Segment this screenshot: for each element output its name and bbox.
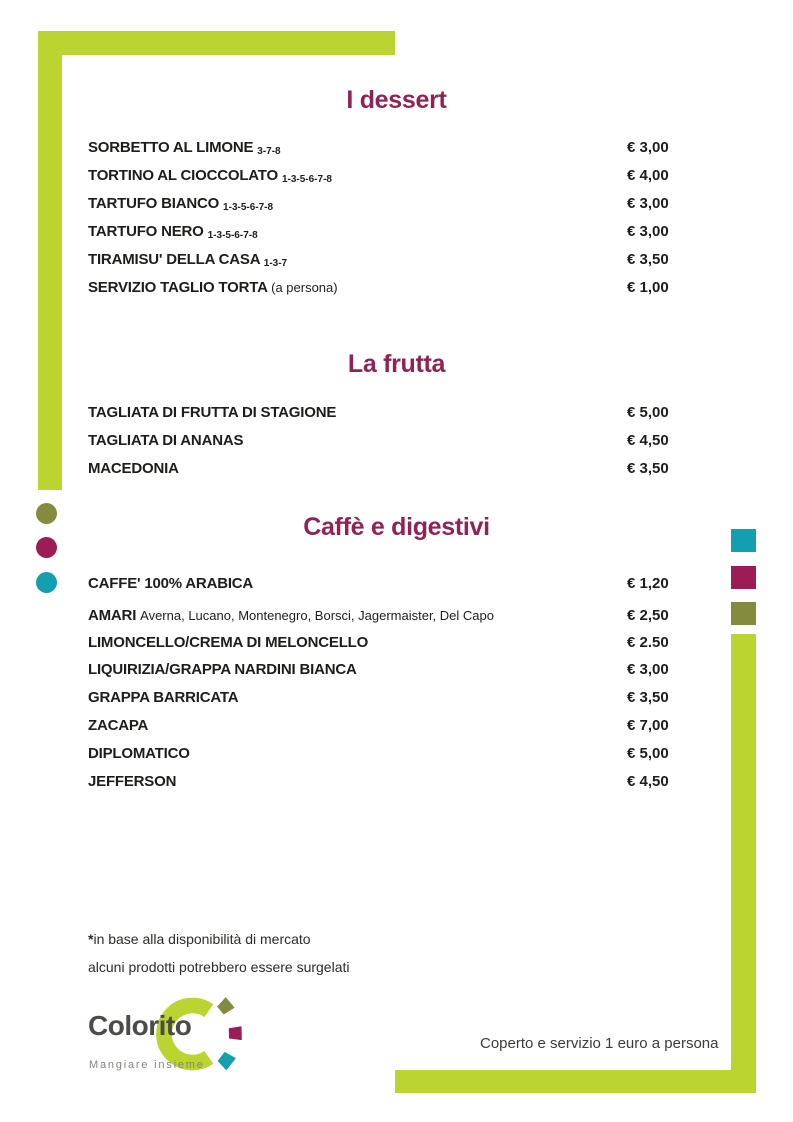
- menu-item: LIMONCELLO/CREMA DI MELONCELLO € 2.50: [88, 634, 708, 654]
- menu-item: TARTUFO NERO 1-3-5-6-7-8 € 3,00: [88, 223, 708, 243]
- logo-brand-name: Colorito: [88, 1010, 192, 1041]
- item-name: TAGLIATA DI ANANAS: [88, 432, 244, 449]
- item-name: SERVIZIO TAGLIO TORTA: [88, 279, 268, 296]
- bottom-accent-bar: [395, 1070, 756, 1093]
- item-allergens: 1-3-7: [263, 258, 288, 269]
- section-title-caffe: Caffè e digestivi: [303, 513, 490, 541]
- item-name: JEFFERSON: [88, 773, 177, 790]
- menu-item: TARTUFO BIANCO 1-3-5-6-7-8 € 3,00: [88, 195, 708, 215]
- item-name: ZACAPA: [88, 717, 149, 734]
- olive-dot: [36, 503, 57, 524]
- menu-item: MACEDONIA € 3,50: [88, 460, 708, 480]
- item-name: SORBETTO AL LIMONE: [88, 139, 254, 156]
- item-name: CAFFE' 100% ARABICA: [88, 575, 254, 592]
- menu-item: CAFFE' 100% ARABICA € 1,20: [88, 575, 708, 595]
- section-title-frutta: La frutta: [347, 350, 446, 378]
- menu-item: TORTINO AL CIOCCOLATO 1-3-5-6-7-8 € 4,00: [88, 167, 708, 187]
- logo-tagline: Mangiare insieme: [89, 1059, 205, 1071]
- colorito-logo-icon: [156, 997, 242, 1071]
- item-name: LIQUIRIZIA/GRAPPA NARDINI BIANCA: [88, 661, 357, 678]
- item-name: TARTUFO BIANCO: [88, 195, 220, 212]
- item-price: € 2.50: [627, 634, 669, 651]
- item-price: € 3,50: [627, 251, 669, 268]
- item-price: € 3,50: [627, 689, 669, 706]
- footnote-line-1: *in base alla disponibilità di mercato: [88, 931, 311, 947]
- item-name: TIRAMISU' DELLA CASA: [88, 251, 260, 268]
- menu-item: SERVIZIO TAGLIO TORTA (a persona) € 1,00: [88, 279, 708, 299]
- menu-item: JEFFERSON € 4,50: [88, 773, 708, 793]
- item-name: GRAPPA BARRICATA: [88, 689, 239, 706]
- footnote-text: in base alla disponibilità di mercato: [93, 931, 311, 947]
- item-price: € 3,50: [627, 460, 669, 477]
- menu-item: TAGLIATA DI ANANAS € 4,50: [88, 432, 708, 452]
- menu-item: SORBETTO AL LIMONE 3-7-8 € 3,00: [88, 139, 708, 159]
- item-name: TAGLIATA DI FRUTTA DI STAGIONE: [88, 404, 337, 421]
- section-title-dessert: I dessert: [346, 86, 447, 114]
- top-accent-bar: [38, 31, 395, 55]
- menu-item: ZACAPA € 7,00: [88, 717, 708, 737]
- footnote-asterisk: *: [88, 931, 94, 947]
- item-allergens: 3-7-8: [257, 146, 281, 157]
- service-note: Coperto e servizio 1 euro a persona: [480, 1035, 719, 1052]
- menu-item: GRAPPA BARRICATA € 3,50: [88, 689, 708, 709]
- olive-square: [731, 602, 756, 625]
- item-name: AMARI: [88, 607, 137, 624]
- item-price: € 4,50: [627, 432, 669, 449]
- teal-square: [731, 529, 756, 552]
- item-name: TARTUFO NERO: [88, 223, 204, 240]
- item-price: € 3,00: [627, 223, 669, 240]
- item-price: € 1,00: [627, 279, 669, 296]
- item-name: MACEDONIA: [88, 460, 179, 477]
- item-price: € 1,20: [627, 575, 669, 592]
- item-price: € 4,00: [627, 167, 669, 184]
- item-price: € 4,50: [627, 773, 669, 790]
- menu-item: TAGLIATA DI FRUTTA DI STAGIONE € 5,00: [88, 404, 708, 424]
- item-allergens: 1-3-5-6-7-8: [207, 230, 258, 241]
- item-price: € 5,00: [627, 404, 669, 421]
- menu-item: DIPLOMATICO € 5,00: [88, 745, 708, 765]
- item-allergens: 1-3-5-6-7-8: [223, 202, 274, 213]
- item-price: € 2,50: [627, 607, 669, 624]
- magenta-dot: [36, 537, 57, 558]
- footnote-line-2: alcuni prodotti potrebbero essere surgel…: [88, 959, 350, 975]
- item-name: LIMONCELLO/CREMA DI MELONCELLO: [88, 634, 369, 651]
- item-note: (a persona): [271, 280, 338, 295]
- menu-item: AMARI Averna, Lucano, Montenegro, Borsci…: [88, 607, 708, 627]
- left-accent-bar: [38, 31, 62, 490]
- menu-item: LIQUIRIZIA/GRAPPA NARDINI BIANCA € 3,00: [88, 661, 708, 681]
- item-name: TORTINO AL CIOCCOLATO: [88, 167, 278, 184]
- item-price: € 3,00: [627, 195, 669, 212]
- item-price: € 5,00: [627, 745, 669, 762]
- menu-item: TIRAMISU' DELLA CASA 1-3-7 € 3,50: [88, 251, 708, 271]
- right-accent-bar: [731, 634, 756, 1093]
- item-name: DIPLOMATICO: [88, 745, 190, 762]
- item-allergens: 1-3-5-6-7-8: [281, 174, 332, 185]
- item-note: Averna, Lucano, Montenegro, Borsci, Jage…: [140, 608, 494, 623]
- teal-dot: [36, 572, 57, 593]
- item-price: € 3,00: [627, 661, 669, 678]
- magenta-square: [731, 566, 756, 589]
- item-price: € 7,00: [627, 717, 669, 734]
- item-price: € 3,00: [627, 139, 669, 156]
